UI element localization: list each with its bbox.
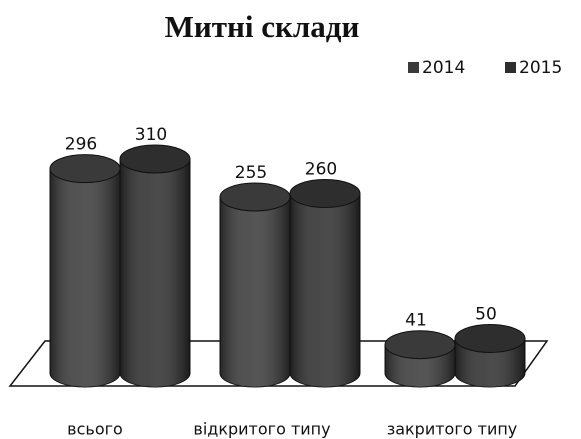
legend-label: 2015 bbox=[519, 58, 562, 78]
data-label: 41 bbox=[405, 311, 427, 331]
bar-top bbox=[219, 182, 291, 212]
x-tick-label: відкритого типу bbox=[193, 420, 330, 439]
x-tick-label: закритого типу bbox=[387, 420, 518, 439]
x-tick-label: всього bbox=[67, 420, 123, 439]
legend-swatch bbox=[505, 62, 516, 73]
bar-top bbox=[289, 179, 361, 209]
bar-shade bbox=[290, 193, 360, 387]
bar-top bbox=[384, 330, 456, 360]
data-label: 255 bbox=[235, 163, 267, 183]
bar-top bbox=[49, 154, 121, 184]
data-label: 50 bbox=[475, 304, 497, 324]
bar-top bbox=[119, 144, 191, 174]
data-label: 296 bbox=[65, 135, 97, 155]
data-label: 260 bbox=[305, 160, 337, 180]
legend-swatch bbox=[408, 62, 419, 73]
data-label: 310 bbox=[135, 125, 167, 145]
legend-label: 2014 bbox=[422, 58, 465, 78]
bar-shade bbox=[220, 196, 290, 387]
bar-top bbox=[454, 323, 526, 353]
chart-title: Митні склади bbox=[165, 9, 360, 44]
bar-shade bbox=[50, 168, 120, 387]
bar-shade bbox=[120, 159, 190, 387]
